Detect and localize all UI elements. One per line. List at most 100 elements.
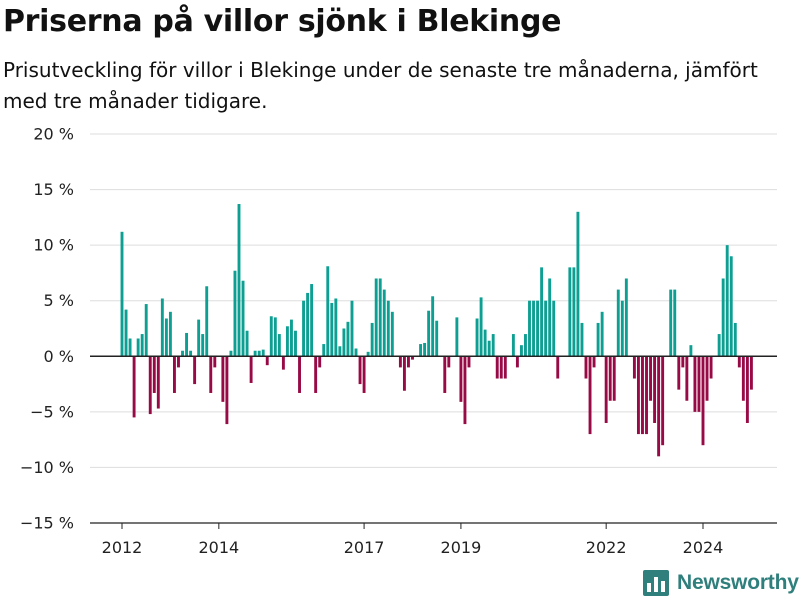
- bar: [193, 356, 197, 385]
- bar: [197, 319, 201, 357]
- annotations: −3 %: [738, 0, 782, 4]
- bar: [641, 356, 644, 435]
- bar: [245, 330, 249, 357]
- bar: [306, 292, 310, 357]
- bar-chart-logo-icon: [643, 570, 669, 596]
- bar: [749, 356, 753, 390]
- bar: [273, 317, 277, 357]
- bar: [584, 356, 588, 379]
- bar: [402, 356, 406, 391]
- bar: [221, 356, 225, 402]
- bar: [608, 356, 612, 401]
- bar: [689, 345, 693, 357]
- bar: [144, 304, 148, 357]
- bar: [152, 356, 156, 393]
- bar: [318, 356, 322, 368]
- x-tick-label: 2014: [198, 538, 239, 557]
- bar: [257, 350, 261, 357]
- bar: [649, 356, 652, 401]
- y-tick-label: 20 %: [33, 125, 74, 144]
- bar: [386, 300, 390, 357]
- bar: [491, 334, 495, 357]
- bar: [334, 298, 338, 357]
- bar: [330, 302, 334, 357]
- bar: [592, 356, 596, 368]
- bar: [290, 319, 293, 357]
- bar: [447, 356, 451, 368]
- bar: [467, 356, 471, 368]
- bar: [745, 356, 749, 423]
- bar: [540, 267, 544, 357]
- bar: [281, 356, 285, 370]
- bar: [136, 338, 140, 357]
- bar: [148, 356, 152, 415]
- bar: [721, 278, 725, 357]
- bar: [411, 356, 414, 360]
- bar: [677, 356, 681, 390]
- y-tick-label: −15 %: [20, 514, 74, 533]
- bar: [463, 356, 467, 425]
- bar: [294, 330, 297, 357]
- bar: [685, 356, 689, 401]
- bar: [128, 338, 132, 357]
- bar: [572, 267, 576, 357]
- y-axis-ticks: −15 % −10 % −5 % 0 % 5 % 10 % 15 % 20 %: [20, 125, 74, 533]
- bar: [717, 334, 721, 357]
- bar: [189, 350, 193, 357]
- bar: [725, 245, 729, 357]
- bar: [612, 356, 616, 401]
- bar: [528, 300, 531, 357]
- bar: [568, 267, 572, 357]
- latest-value-label: −3 %: [738, 0, 782, 4]
- bar: [495, 356, 499, 379]
- bar: [346, 321, 350, 357]
- bar: [596, 322, 600, 357]
- y-tick-label: 0 %: [44, 347, 74, 366]
- bar: [185, 332, 188, 357]
- x-tick-label: 2022: [586, 538, 627, 557]
- bar: [120, 231, 124, 357]
- bar: [225, 356, 229, 425]
- bar: [310, 284, 314, 357]
- bar: [693, 356, 697, 412]
- bar: [164, 318, 168, 357]
- bar: [398, 356, 402, 368]
- bar: [322, 344, 326, 357]
- y-tick-label: 5 %: [44, 291, 74, 310]
- bar: [362, 356, 366, 393]
- bar: [285, 326, 289, 357]
- bar: [548, 278, 552, 357]
- bar: [237, 204, 241, 357]
- bar: [229, 350, 233, 357]
- bar: [459, 356, 463, 402]
- bar: [544, 300, 548, 357]
- bar: [511, 334, 515, 357]
- bar: [552, 300, 556, 357]
- bar: [431, 296, 435, 357]
- y-tick-label: −10 %: [20, 458, 74, 477]
- bar: [624, 278, 628, 357]
- bar: [600, 311, 604, 357]
- bar: [475, 318, 479, 357]
- x-tick-label: 2019: [441, 538, 482, 557]
- chart-title: Priserna på villor sjönk i Blekinge: [3, 4, 562, 39]
- bar: [499, 356, 503, 379]
- newsworthy-logo: Newsworthy: [643, 568, 799, 598]
- bar: [181, 350, 184, 357]
- bar: [697, 356, 701, 412]
- x-tick-label: 2012: [102, 538, 143, 557]
- bar: [342, 328, 346, 357]
- bar: [160, 298, 164, 357]
- bar: [741, 356, 745, 401]
- bar: [616, 289, 620, 357]
- bar: [277, 334, 281, 357]
- bar: [233, 270, 237, 357]
- bar: [366, 351, 370, 357]
- bar: [483, 329, 487, 357]
- bar: [350, 300, 354, 357]
- bar: [733, 322, 737, 357]
- bar: [407, 356, 410, 368]
- bar: [604, 356, 608, 423]
- bar: [503, 356, 507, 379]
- bar: [455, 317, 459, 357]
